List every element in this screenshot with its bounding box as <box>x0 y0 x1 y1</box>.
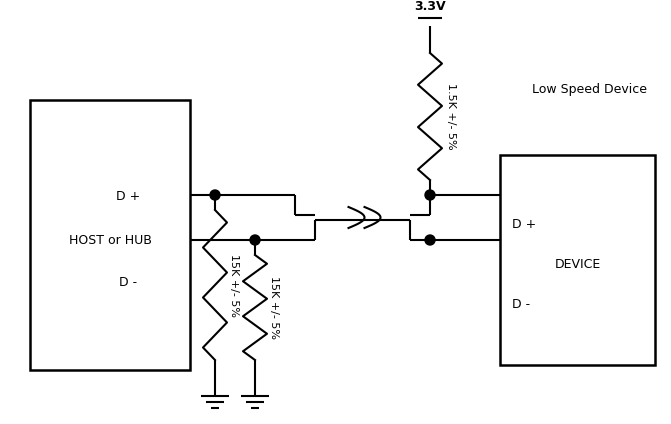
Text: DEVICE: DEVICE <box>554 259 601 271</box>
Circle shape <box>250 235 260 245</box>
Bar <box>30 100 190 370</box>
Text: 15K +/- 5%: 15K +/- 5% <box>269 276 279 339</box>
Text: 3.3V: 3.3V <box>414 0 446 13</box>
Text: D -: D - <box>119 276 137 290</box>
Text: 1.5K +/- 5%: 1.5K +/- 5% <box>446 83 456 150</box>
Circle shape <box>425 235 435 245</box>
Text: D +: D + <box>116 190 140 204</box>
Text: HOST or HUB: HOST or HUB <box>68 234 152 246</box>
Text: D -: D - <box>512 298 530 312</box>
Text: Low Speed Device: Low Speed Device <box>533 84 648 97</box>
Text: 15K +/- 5%: 15K +/- 5% <box>229 254 239 316</box>
Circle shape <box>210 190 220 200</box>
Circle shape <box>425 190 435 200</box>
Bar <box>500 155 655 365</box>
Text: D +: D + <box>512 218 536 232</box>
